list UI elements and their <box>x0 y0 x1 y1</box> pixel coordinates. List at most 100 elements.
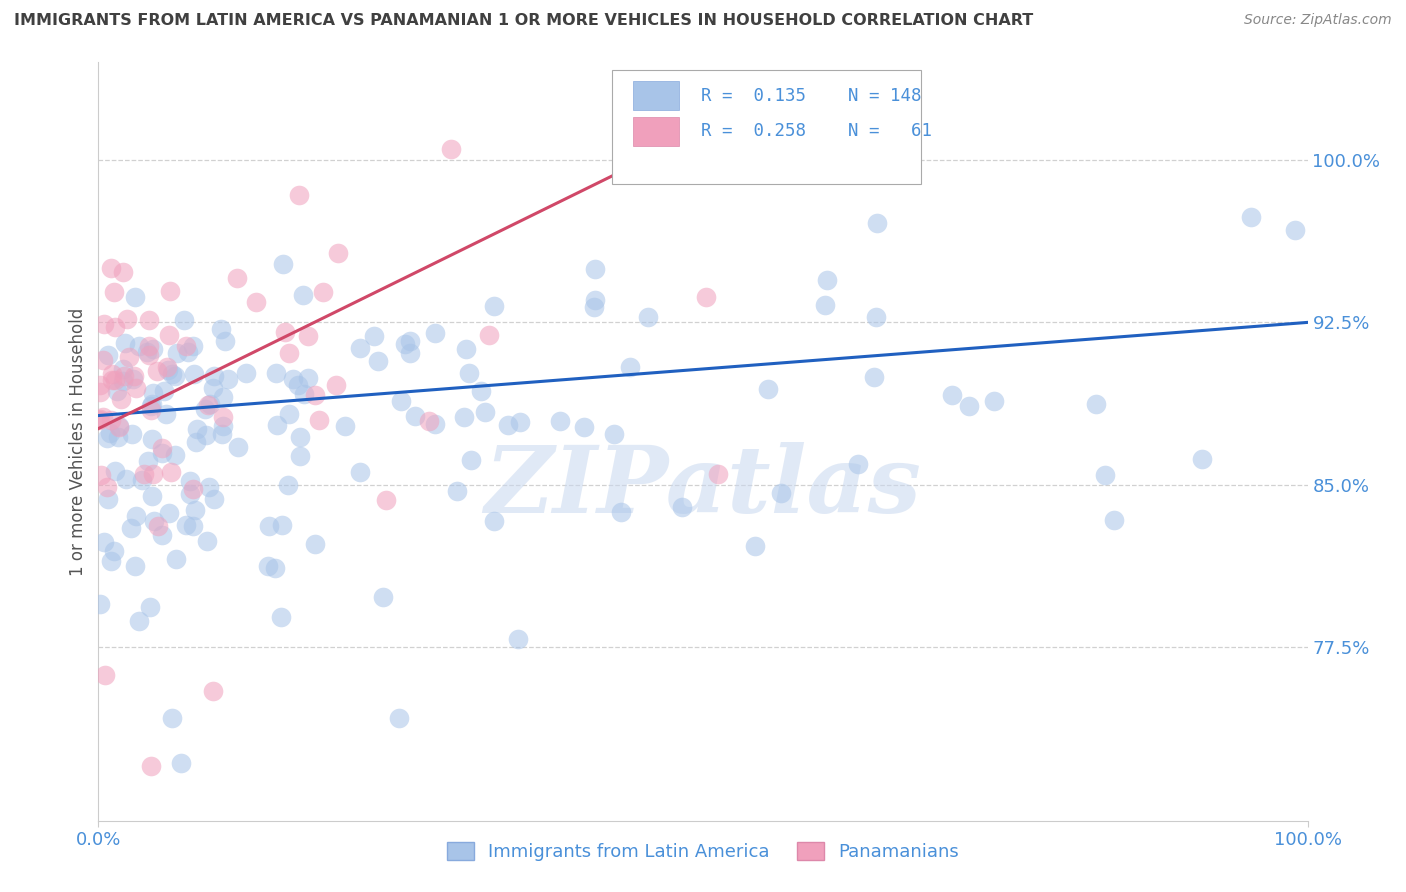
Point <box>136 453 159 467</box>
Point <box>1094 467 1116 482</box>
Point <box>142 342 165 356</box>
Point <box>418 414 440 428</box>
Y-axis label: 1 or more Vehicles in Household: 1 or more Vehicles in Household <box>69 308 87 575</box>
Point <box>367 354 389 368</box>
Point <box>637 310 659 325</box>
Point <box>142 467 165 481</box>
Point <box>115 472 138 486</box>
Point <box>209 322 232 336</box>
Point <box>90 467 112 482</box>
Point <box>141 489 163 503</box>
Point <box>214 334 236 348</box>
Text: Source: ZipAtlas.com: Source: ZipAtlas.com <box>1244 13 1392 28</box>
Point <box>138 348 160 362</box>
Point <box>150 446 173 460</box>
Point <box>100 261 122 276</box>
Point <box>259 518 281 533</box>
Point <box>846 457 869 471</box>
Point <box>156 363 179 377</box>
Point <box>98 425 121 440</box>
Point <box>166 346 188 360</box>
Point <box>498 417 520 432</box>
Point <box>157 506 180 520</box>
Point <box>508 632 530 646</box>
Point <box>333 418 356 433</box>
FancyBboxPatch shape <box>633 81 679 111</box>
Point <box>266 418 288 433</box>
Point <box>374 492 396 507</box>
Point <box>277 478 299 492</box>
Point <box>1102 513 1125 527</box>
Point <box>160 367 183 381</box>
Point <box>983 394 1005 409</box>
Point <box>91 352 114 367</box>
Point <box>440 142 463 156</box>
Point <box>148 519 170 533</box>
Point <box>548 414 571 428</box>
Point <box>138 339 160 353</box>
Point <box>425 417 447 432</box>
Point <box>312 285 335 299</box>
Point <box>197 398 219 412</box>
Point <box>179 486 201 500</box>
Point <box>202 491 225 506</box>
Point <box>156 360 179 375</box>
Point <box>135 345 157 359</box>
Point <box>814 298 837 312</box>
Point <box>114 335 136 350</box>
Point <box>326 246 349 260</box>
Point <box>292 387 315 401</box>
Point <box>165 552 187 566</box>
Point <box>179 475 201 489</box>
Point <box>128 338 150 352</box>
Point <box>103 285 125 300</box>
Point <box>121 426 143 441</box>
Point <box>112 369 135 384</box>
Point <box>111 264 134 278</box>
Point <box>273 257 295 271</box>
Point <box>212 409 235 424</box>
Point <box>484 514 506 528</box>
Point <box>281 372 304 386</box>
Point <box>288 449 311 463</box>
Point <box>226 440 249 454</box>
Point <box>482 299 505 313</box>
Point <box>89 598 111 612</box>
Point <box>198 480 221 494</box>
Point <box>572 420 595 434</box>
Point <box>155 407 177 421</box>
Point <box>603 427 626 442</box>
Point <box>139 399 162 413</box>
Point <box>453 409 475 424</box>
Point <box>288 430 311 444</box>
Point <box>304 388 326 402</box>
Point <box>104 464 127 478</box>
Point <box>128 615 150 629</box>
Point <box>89 385 111 400</box>
Point <box>181 519 204 533</box>
Point <box>124 559 146 574</box>
Point <box>195 533 218 548</box>
Point <box>211 419 233 434</box>
Point <box>270 609 292 624</box>
Point <box>195 427 218 442</box>
Point <box>770 485 793 500</box>
Point <box>143 514 166 528</box>
Point <box>160 711 183 725</box>
Point <box>707 467 730 481</box>
Point <box>134 467 156 481</box>
Point <box>169 756 191 770</box>
Point <box>863 370 886 384</box>
Point <box>120 521 142 535</box>
Point <box>101 368 124 382</box>
Point <box>125 508 148 523</box>
Point <box>117 312 139 326</box>
Point <box>478 328 501 343</box>
Point <box>509 415 531 429</box>
Text: R =  0.258    N =   61: R = 0.258 N = 61 <box>700 122 932 140</box>
Point <box>277 408 299 422</box>
Point <box>865 310 887 324</box>
Point <box>181 339 204 353</box>
Point <box>212 391 235 405</box>
Point <box>110 392 132 406</box>
